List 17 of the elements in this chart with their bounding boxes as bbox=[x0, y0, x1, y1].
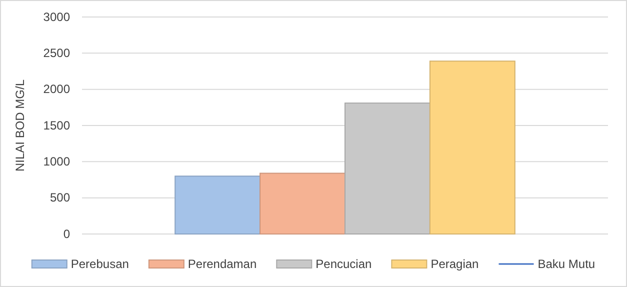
legend-label: Pencucian bbox=[316, 257, 372, 271]
bar bbox=[344, 102, 430, 234]
bar bbox=[260, 172, 346, 234]
legend-label: Perebusan bbox=[70, 257, 129, 271]
y-tick-label: 2500 bbox=[43, 46, 70, 60]
y-tick-label: 2000 bbox=[43, 82, 70, 96]
y-tick-label: 0 bbox=[63, 226, 70, 241]
y-tick-label: 500 bbox=[50, 190, 70, 205]
y-axis-title: NILAI BOD MG/L bbox=[13, 79, 27, 172]
legend-label: Perendaman bbox=[188, 257, 257, 271]
bar bbox=[174, 176, 261, 234]
legend-label: Baku Mutu bbox=[538, 257, 596, 271]
y-tick-label: 3000 bbox=[43, 10, 70, 24]
y-tick-label: 1500 bbox=[43, 118, 70, 132]
legend-label: Peragian bbox=[430, 257, 479, 271]
y-tick-label: 1000 bbox=[43, 154, 70, 169]
bar bbox=[429, 60, 516, 234]
